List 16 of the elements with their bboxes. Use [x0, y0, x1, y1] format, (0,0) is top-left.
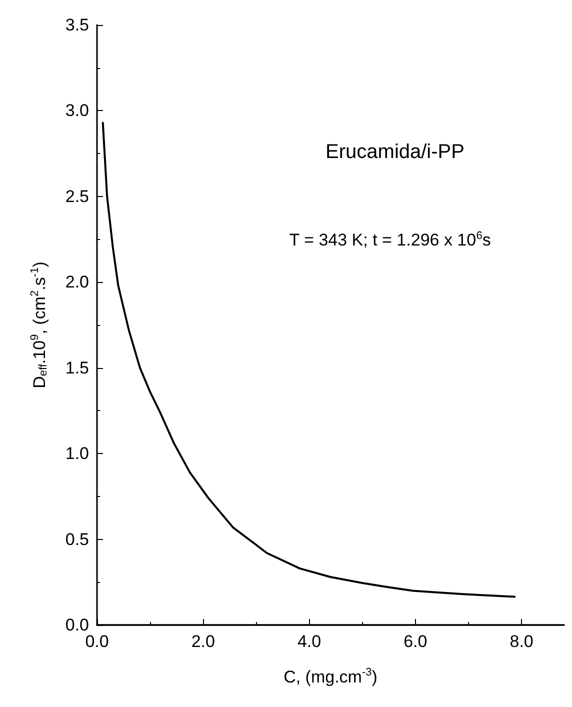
- line-series: [102, 122, 516, 598]
- x-tick-label: 0.0: [85, 632, 109, 651]
- y-tick-label: 2.5: [65, 186, 89, 206]
- annotation: Erucamida/i-PP: [326, 141, 464, 163]
- x-tick-label: 6.0: [404, 632, 428, 651]
- x-tick-label: 8.0: [510, 632, 534, 651]
- y-tick-label: 2.0: [65, 272, 89, 292]
- y-tick-label: 0.0: [65, 616, 89, 634]
- y-tick-label: 0.5: [65, 530, 89, 549]
- text: Deff.109, (cm2.s-1): [29, 262, 50, 388]
- y-tick-label: 1.0: [65, 444, 89, 464]
- x-tick-label: 4.0: [297, 632, 322, 651]
- y-tick-label: 3.5: [65, 16, 89, 34]
- y-tick-label: 3.0: [65, 101, 89, 120]
- x-tick-label: 2.0: [191, 632, 215, 651]
- y-tick-label: 1.5: [65, 358, 89, 378]
